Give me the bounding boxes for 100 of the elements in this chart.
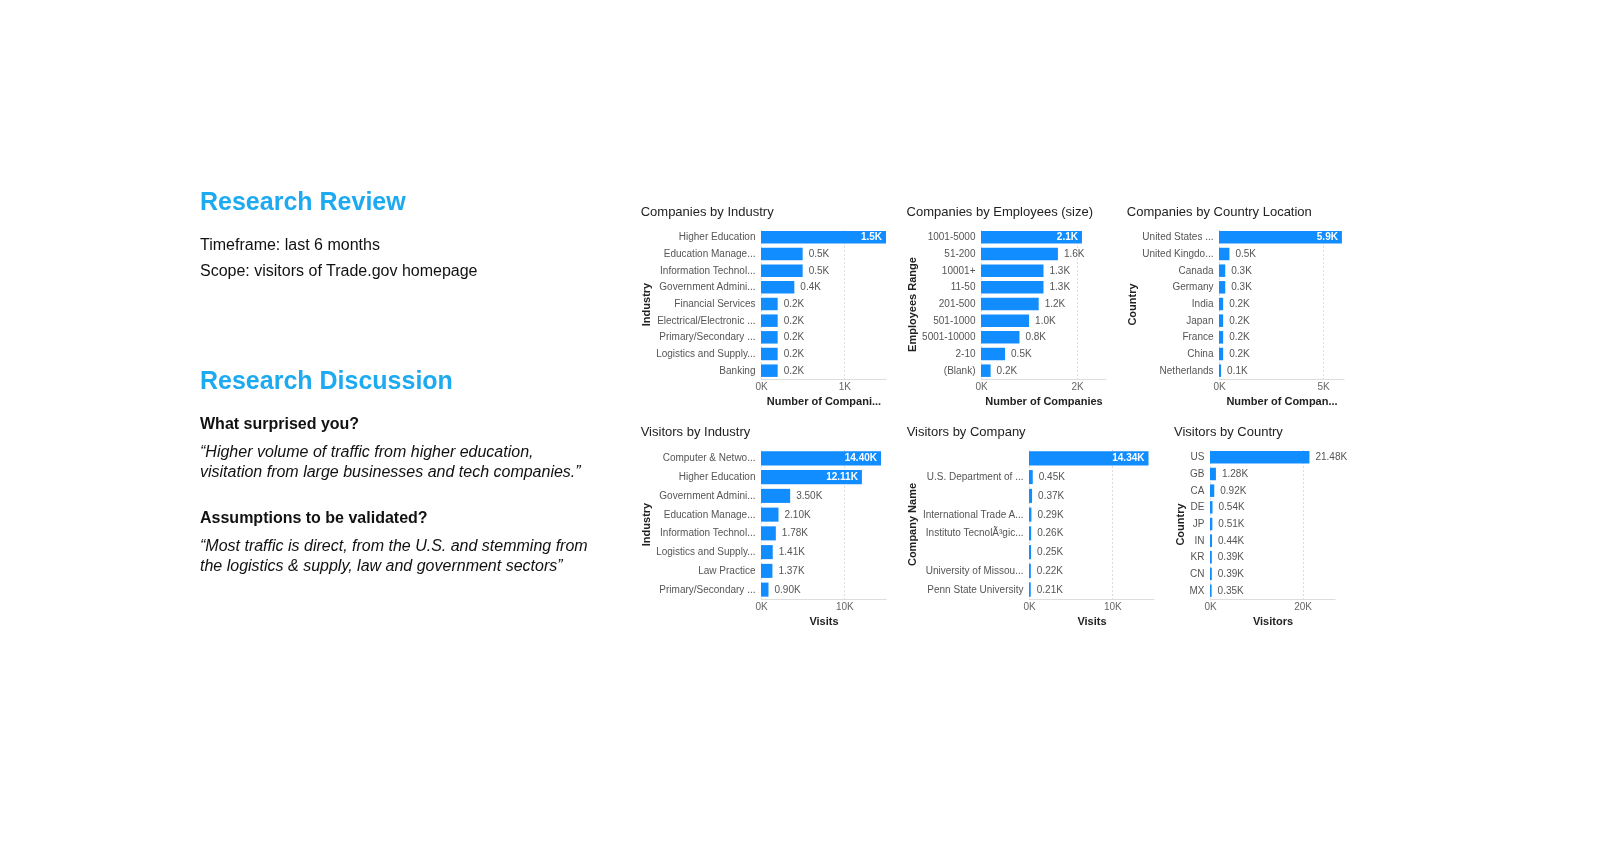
y-tick-label: US: [1190, 451, 1205, 463]
y-tick-label: Information Technol...: [660, 264, 756, 276]
data-label: 12.11K: [826, 471, 859, 483]
data-label: 0.35K: [1217, 584, 1245, 596]
y-tick-label: Primary/Secondary ...: [659, 331, 756, 343]
y-tick-label: Instituto TecnolÃ³gic...: [925, 526, 1024, 539]
data-label: 0.2K: [1229, 298, 1251, 309]
bar: [981, 247, 1058, 261]
bar: [1029, 545, 1032, 560]
y-tick-label: 5001-10000: [922, 331, 976, 343]
x-tick-label: 0K: [755, 600, 768, 612]
y-tick-label: 2-10: [955, 348, 976, 359]
y-tick-label: Information Technol...: [660, 527, 756, 539]
y-axis-title: Employees Range: [906, 257, 919, 352]
data-label: 0.5K: [808, 248, 830, 259]
data-label: 1.28K: [1221, 468, 1249, 479]
data-label: 14.40K: [844, 452, 878, 464]
y-tick-label: Netherlands: [1159, 364, 1214, 376]
bar: [761, 314, 778, 327]
x-tick-label: 10K: [1103, 600, 1123, 612]
data-label: 0.54K: [1218, 501, 1245, 513]
data-label: 0.1K: [1227, 364, 1248, 376]
y-tick-label: Education Manage...: [663, 508, 756, 520]
y-tick-label: KR: [1190, 551, 1205, 563]
y-tick-label: Logistics and Supply...: [656, 546, 756, 558]
bar: [761, 281, 795, 294]
data-label: 0.21K: [1036, 583, 1064, 595]
bar: [981, 314, 1030, 327]
text: “Most traffic is direct, from the U.S. and stemming from the logistics & supply, law and government sectors”: [200, 537, 588, 574]
data-label: 0.2K: [783, 348, 805, 359]
bar: [1219, 281, 1226, 294]
x-axis-title: Visits: [1077, 614, 1107, 627]
y-tick-label: University of Missou...: [925, 564, 1024, 576]
y-tick-label: Higher Education: [678, 231, 756, 243]
data-label: 0.2K: [1229, 314, 1251, 326]
y-axis-title: Industry: [640, 281, 653, 327]
bar: [761, 331, 778, 344]
y-tick-label: Electrical/Electronic ...: [657, 314, 756, 326]
y-tick-label: United Kingdo...: [1142, 248, 1214, 259]
y-tick-label: JP: [1192, 518, 1205, 529]
bar: [761, 231, 886, 244]
text: Research Review: [200, 187, 407, 215]
bar: [1029, 470, 1033, 485]
bar: [981, 281, 1044, 294]
data-label: 0.5K: [808, 264, 830, 276]
data-label: 0.44K: [1218, 534, 1245, 546]
bar: [761, 364, 778, 377]
data-label: 0.25K: [1037, 546, 1064, 558]
bar: [761, 507, 779, 522]
y-tick-label: Logistics and Supply...: [656, 348, 756, 359]
data-label: 0.22K: [1036, 564, 1064, 576]
data-label: 1.3K: [1049, 264, 1071, 276]
bar: [761, 488, 791, 503]
data-label: 1.5K: [860, 231, 883, 243]
y-tick-label: 10001+: [941, 264, 976, 276]
bar: [1219, 297, 1224, 311]
data-label: 0.5K: [1235, 248, 1257, 259]
y-tick-label: Penn State University: [927, 583, 1024, 595]
text: Assumptions to be validated?: [200, 509, 428, 526]
y-tick-label: MX: [1189, 584, 1205, 596]
y-tick-label: Education Manage...: [663, 248, 756, 259]
data-label: 0.3K: [1231, 281, 1253, 293]
chart-title: Companies by Industry: [640, 204, 775, 219]
bar: [1219, 231, 1342, 244]
y-tick-label: Financial Services: [674, 298, 756, 309]
y-axis-title: Industry: [640, 501, 653, 547]
y-tick-label: United States ...: [1142, 231, 1214, 243]
bar: [761, 545, 773, 560]
bar: [981, 364, 991, 377]
y-tick-label: CN: [1190, 568, 1205, 579]
bar: [981, 264, 1044, 277]
chart-title: Companies by Country Location: [1126, 204, 1312, 219]
data-label: 1.2K: [1044, 298, 1066, 309]
data-label: 1.3K: [1049, 281, 1071, 293]
x-axis-title: Number of Companies: [985, 394, 1103, 407]
y-tick-label: GB: [1190, 468, 1205, 479]
y-tick-label: Law Practice: [698, 564, 756, 576]
data-label: 1.37K: [778, 564, 805, 576]
y-tick-label: (Blank): [943, 364, 976, 376]
data-label: 0.3K: [1231, 264, 1253, 276]
x-tick-label: 20K: [1294, 600, 1313, 612]
x-axis-title: Number of Compani...: [766, 394, 882, 407]
bar: [761, 247, 803, 261]
x-axis-title: Number of Compan...: [1226, 394, 1338, 407]
y-tick-label: U.S. Department of ...: [926, 471, 1024, 483]
data-label: 0.2K: [783, 314, 805, 326]
chart-title: Visitors by Industry: [640, 424, 751, 439]
text: What surprised you?: [200, 415, 360, 432]
data-label: 1.6K: [1063, 248, 1085, 259]
bar: [1219, 264, 1226, 277]
data-label: 3.50K: [796, 489, 823, 501]
bar: [981, 331, 1020, 344]
y-tick-label: Japan: [1186, 314, 1214, 326]
y-tick-label: Banking: [719, 364, 756, 376]
data-label: 2.10K: [784, 508, 811, 520]
y-tick-label: Government Admini...: [659, 281, 756, 293]
x-tick-label: 0K: [1213, 380, 1226, 392]
x-tick-label: 5K: [1317, 380, 1331, 392]
y-tick-label: Computer & Netwo...: [662, 452, 756, 464]
bar: [1210, 467, 1216, 481]
